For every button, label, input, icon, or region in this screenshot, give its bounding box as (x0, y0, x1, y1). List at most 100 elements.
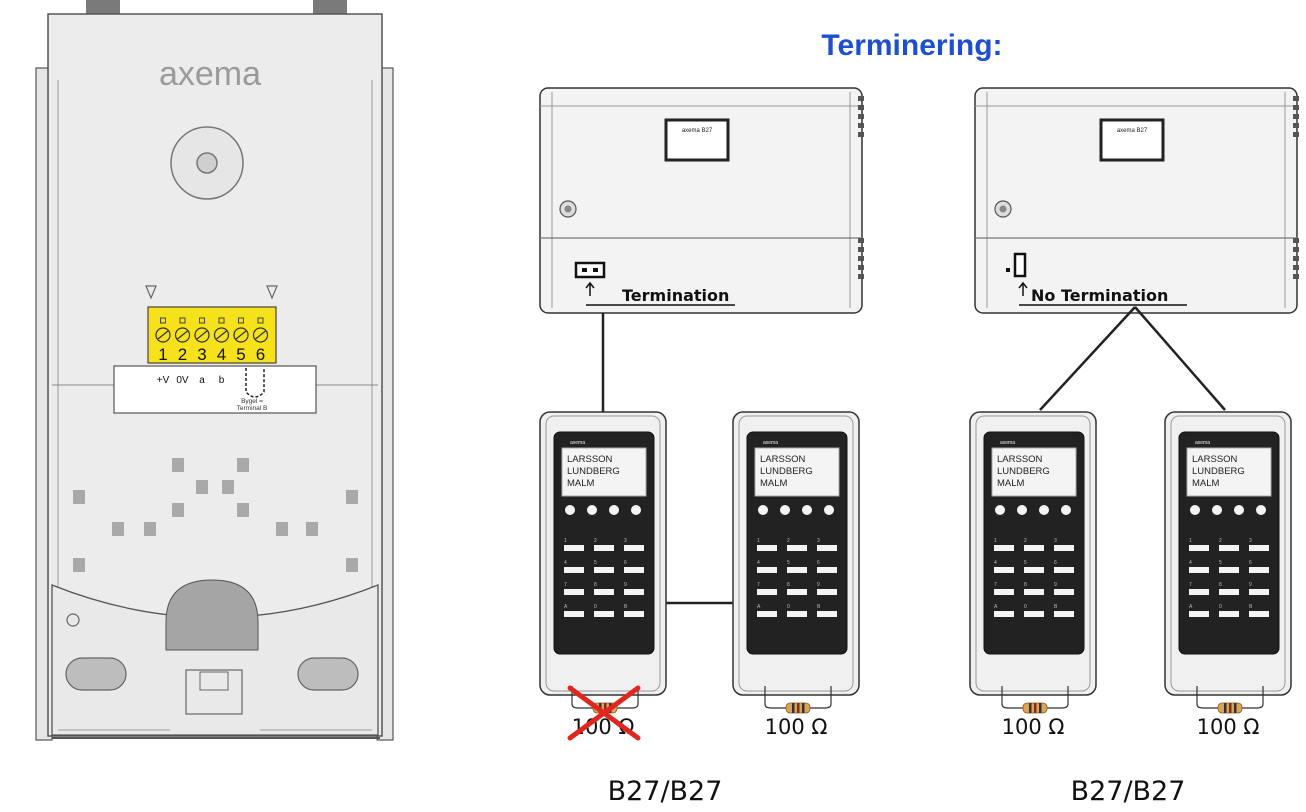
keypad-key[interactable] (787, 611, 807, 617)
function-button[interactable] (631, 505, 641, 515)
keypad-key[interactable] (1189, 567, 1209, 573)
function-button[interactable] (1256, 505, 1266, 515)
function-button[interactable] (802, 505, 812, 515)
keypad-key[interactable] (787, 567, 807, 573)
function-button[interactable] (1190, 505, 1200, 515)
function-button[interactable] (780, 505, 790, 515)
keypad-display (754, 447, 840, 497)
display-line: LARSSON (997, 454, 1043, 465)
key-label: 3 (1249, 538, 1252, 544)
key-label: 0 (1219, 604, 1222, 610)
function-button[interactable] (565, 505, 575, 515)
function-button[interactable] (758, 505, 768, 515)
keypad-key[interactable] (564, 567, 584, 573)
function-button[interactable] (1061, 505, 1071, 515)
jumper-open-icon (1013, 252, 1027, 278)
keypad-key[interactable] (1219, 567, 1239, 573)
key-label: 9 (1054, 582, 1057, 588)
function-button[interactable] (1234, 505, 1244, 515)
no-termination-label: No Termination (1031, 286, 1168, 305)
keypad-key[interactable] (1189, 545, 1209, 551)
key-label: 6 (624, 560, 627, 566)
keypad-key[interactable] (1054, 567, 1074, 573)
wall-module: axema 1 2 3 4 5 6 +V 0V a b Bygel = Terminal B (35, 0, 394, 741)
key-label: 4 (564, 560, 567, 566)
keypad-key[interactable] (1249, 567, 1269, 573)
keypad-key[interactable] (1219, 589, 1239, 595)
key-label: 1 (564, 538, 567, 544)
keypad-key[interactable] (624, 567, 644, 573)
keypad-key[interactable] (994, 567, 1014, 573)
function-button[interactable] (824, 505, 834, 515)
keypad-key[interactable] (594, 567, 614, 573)
function-button[interactable] (1017, 505, 1027, 515)
keypad-key[interactable] (1249, 589, 1269, 595)
keypad-key[interactable] (757, 611, 777, 617)
keypad-key[interactable] (594, 589, 614, 595)
keypad-key[interactable] (564, 589, 584, 595)
keypad-key[interactable] (1054, 611, 1074, 617)
keypad-key[interactable] (564, 611, 584, 617)
keypad-key[interactable] (757, 545, 777, 551)
keypad-key[interactable] (787, 589, 807, 595)
keypad-key[interactable] (817, 589, 837, 595)
key-label: 3 (624, 538, 627, 544)
display-window (664, 118, 730, 162)
resistor-value: 100 Ω (1197, 715, 1260, 739)
keypad-key[interactable] (757, 567, 777, 573)
keypad-key[interactable] (1249, 611, 1269, 617)
function-button[interactable] (995, 505, 1005, 515)
key-label: 2 (787, 538, 790, 544)
key-label: 5 (1024, 560, 1027, 566)
keypad-key[interactable] (1054, 545, 1074, 551)
function-button[interactable] (609, 505, 619, 515)
keypad-key[interactable] (817, 567, 837, 573)
terminal-label: b (219, 375, 225, 386)
keypad-key[interactable] (1219, 611, 1239, 617)
keypad-key[interactable] (624, 589, 644, 595)
keypad-key[interactable] (1024, 545, 1044, 551)
keypad-key[interactable] (817, 545, 837, 551)
keypad-key[interactable] (994, 589, 1014, 595)
function-button[interactable] (587, 505, 597, 515)
key-label: 8 (1219, 582, 1222, 588)
terminal-pin (218, 317, 225, 324)
keypad-key[interactable] (594, 545, 614, 551)
keypad-key[interactable] (1219, 545, 1239, 551)
keypad-key[interactable] (1249, 545, 1269, 551)
display-line: MALM (567, 478, 595, 489)
keypad-key[interactable] (624, 611, 644, 617)
keypad-key[interactable] (624, 545, 644, 551)
display-line: LUNDBERG (567, 466, 620, 477)
keypad-key[interactable] (1024, 589, 1044, 595)
keypad-key[interactable] (817, 611, 837, 617)
terminal-pin (238, 317, 244, 324)
keypad-key[interactable] (787, 545, 807, 551)
function-button[interactable] (1212, 505, 1222, 515)
function-button[interactable] (1039, 505, 1049, 515)
key-label: 2 (1219, 538, 1222, 544)
keypad-key[interactable] (1024, 611, 1044, 617)
keypad-key[interactable] (1054, 589, 1074, 595)
display-line: LARSSON (760, 454, 806, 465)
key-label: 2 (594, 538, 597, 544)
keypad-key[interactable] (1189, 589, 1209, 595)
keypad-key[interactable] (564, 545, 584, 551)
keypad-display (1186, 447, 1272, 497)
keypad-key[interactable] (994, 545, 1014, 551)
keypad-key[interactable] (1189, 611, 1209, 617)
keypad-key[interactable] (1024, 567, 1044, 573)
key-label: 7 (994, 582, 997, 588)
display-line: MALM (760, 478, 788, 489)
key-label: 3 (1054, 538, 1057, 544)
key-label: 7 (757, 582, 760, 588)
keypad-key[interactable] (994, 611, 1014, 617)
key-label: 1 (1189, 538, 1192, 544)
key-label: 6 (1249, 560, 1252, 566)
key-label: 5 (787, 560, 790, 566)
display-line: LUNDBERG (997, 466, 1050, 477)
keypad-key[interactable] (594, 611, 614, 617)
key-label: B (1054, 604, 1058, 610)
keypad-key[interactable] (757, 589, 777, 595)
